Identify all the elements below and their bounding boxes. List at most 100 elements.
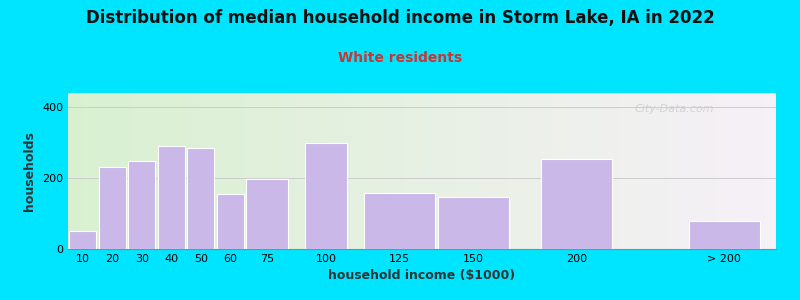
Bar [217,93,220,249]
Bar [535,93,539,249]
Y-axis label: households: households [23,131,37,211]
Bar [642,93,645,249]
Bar [334,93,337,249]
Bar [620,93,624,249]
Bar [652,93,656,249]
Bar [78,93,82,249]
Bar [578,93,582,249]
Bar [266,93,270,249]
Bar [443,93,446,249]
Bar [379,93,383,249]
Bar [553,93,557,249]
Bar [592,93,595,249]
Bar [312,93,316,249]
Bar [125,93,128,249]
Bar [227,93,231,249]
Bar [93,93,96,249]
Bar [270,93,274,249]
Bar [674,93,677,249]
Bar [730,93,734,249]
Bar [627,93,631,249]
Bar [500,93,503,249]
Bar [366,93,369,249]
Bar [493,93,496,249]
Bar [135,93,139,249]
Bar [330,93,334,249]
Bar [546,93,550,249]
Bar [348,93,351,249]
Bar [238,93,242,249]
Bar [585,93,588,249]
Bar [82,93,86,249]
Bar [309,93,312,249]
Bar [436,93,440,249]
Bar [588,93,592,249]
Bar [390,93,394,249]
Bar [560,93,563,249]
Bar [751,93,754,249]
Bar [521,93,525,249]
Bar [100,93,103,249]
Bar [365,193,435,249]
Bar [638,93,642,249]
Bar [202,93,206,249]
Bar [496,93,500,249]
Bar [748,93,751,249]
Text: City-Data.com: City-Data.com [634,104,714,114]
Bar [567,93,570,249]
Bar [249,93,252,249]
Bar [163,93,167,249]
Bar [245,93,249,249]
Bar [595,93,599,249]
Bar [465,93,468,249]
Bar [631,93,634,249]
Bar [351,93,354,249]
Bar [401,93,404,249]
Bar [438,196,509,249]
Bar [542,159,612,249]
Bar [128,93,132,249]
Bar [737,93,741,249]
Bar [440,93,443,249]
Bar [528,93,532,249]
Bar [468,93,471,249]
Bar [132,93,135,249]
Bar [539,93,542,249]
Bar [394,93,398,249]
Bar [525,93,528,249]
Bar [274,93,277,249]
Bar [337,93,341,249]
Bar [478,93,482,249]
Bar [433,93,436,249]
Bar [706,93,709,249]
Bar [199,93,202,249]
Bar [418,93,422,249]
Bar [316,93,319,249]
Bar [687,93,691,249]
Bar [178,93,182,249]
Bar [719,93,723,249]
Bar [716,93,719,249]
Bar [75,93,78,249]
Bar [291,93,294,249]
Bar [446,93,450,249]
Bar [284,93,287,249]
Bar [454,93,458,249]
Bar [570,93,574,249]
Bar [174,93,178,249]
Bar [762,93,766,249]
Bar [185,93,188,249]
Bar [482,93,486,249]
Bar [563,93,567,249]
Bar [277,93,281,249]
Bar [582,93,585,249]
Bar [362,93,366,249]
Bar [712,93,716,249]
Bar [107,93,110,249]
Bar [769,93,773,249]
Bar [758,93,762,249]
Bar [114,93,118,249]
Bar [252,93,256,249]
Bar [302,93,305,249]
Bar [398,93,401,249]
